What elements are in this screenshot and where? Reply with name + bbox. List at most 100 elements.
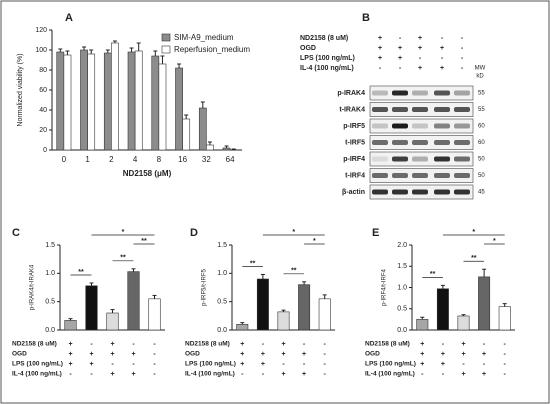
legend-swatch bbox=[161, 45, 171, 54]
treatment-sign: - bbox=[441, 35, 444, 42]
bar bbox=[236, 324, 249, 331]
treatment-sign: - bbox=[461, 55, 464, 62]
bar bbox=[80, 49, 88, 151]
treatment-sign: + bbox=[420, 361, 424, 368]
blot-band bbox=[454, 156, 470, 162]
blot-mw: 55 bbox=[478, 91, 485, 97]
blot-band bbox=[412, 123, 428, 129]
treatment-label: LPS (100 ng/mL) bbox=[185, 361, 236, 368]
treatment-sign: + bbox=[240, 361, 244, 368]
significance-label: ** bbox=[291, 268, 297, 275]
blot-row-label: t-IRF5 bbox=[345, 139, 365, 146]
y-tick-label: 60 bbox=[39, 87, 47, 94]
x-tick-label: 1 bbox=[85, 155, 90, 164]
blot-band bbox=[434, 107, 450, 112]
blot-mw: 60 bbox=[478, 124, 485, 130]
bar bbox=[56, 51, 65, 151]
blot-band bbox=[454, 140, 470, 145]
y-tick-label: 100 bbox=[35, 47, 47, 54]
y-axis-label: Normalized viability (%) bbox=[17, 53, 24, 126]
bar bbox=[87, 53, 96, 151]
treatment-sign: + bbox=[482, 351, 486, 358]
y-axis-label: p-IRAK4/t-IRAK4 bbox=[30, 264, 36, 310]
blot-band bbox=[392, 90, 408, 96]
panel-label: E bbox=[372, 227, 379, 239]
treatment-sign: - bbox=[462, 361, 465, 368]
blot-band bbox=[434, 140, 450, 145]
y-tick-label: 0.0 bbox=[397, 327, 407, 334]
treatment-sign: + bbox=[440, 45, 444, 52]
treatment-sign: + bbox=[68, 341, 72, 348]
bar bbox=[148, 298, 161, 331]
treatment-sign: + bbox=[89, 361, 93, 368]
bar bbox=[127, 51, 136, 151]
blot-mw: 55 bbox=[478, 107, 485, 113]
treatment-sign: - bbox=[461, 65, 464, 72]
blot-band bbox=[412, 107, 428, 112]
treatment-sign: + bbox=[281, 341, 285, 348]
bar bbox=[175, 67, 183, 151]
bar bbox=[298, 284, 311, 331]
mw-unit: kD bbox=[476, 74, 484, 80]
treatment-sign: - bbox=[504, 351, 507, 358]
bar bbox=[478, 276, 491, 331]
significance-label: * bbox=[122, 229, 125, 236]
bar bbox=[158, 63, 167, 151]
blot-band bbox=[392, 156, 408, 162]
treatment-sign: - bbox=[324, 371, 327, 378]
blot-strip bbox=[369, 85, 474, 101]
treatment-label: IL-4 (100 ng/mL) bbox=[300, 65, 354, 72]
treatment-sign: - bbox=[111, 361, 114, 368]
blot-band bbox=[392, 123, 408, 129]
significance-label: ** bbox=[141, 238, 147, 245]
treatment-sign: + bbox=[378, 45, 382, 52]
blot-band bbox=[392, 107, 408, 112]
y-tick-label: 1.5 bbox=[397, 263, 407, 270]
bar bbox=[256, 278, 269, 331]
treatment-sign: - bbox=[153, 361, 156, 368]
blot-band bbox=[372, 156, 388, 162]
bar bbox=[85, 285, 98, 331]
blot-band bbox=[434, 173, 450, 178]
bar bbox=[498, 306, 511, 331]
y-tick-label: 0.5 bbox=[45, 299, 55, 306]
blot-band bbox=[412, 90, 428, 96]
treatment-sign: + bbox=[420, 341, 424, 348]
bar bbox=[151, 55, 160, 151]
blot-band bbox=[412, 189, 428, 195]
treatment-sign: + bbox=[261, 351, 265, 358]
blot-mw: 60 bbox=[478, 140, 485, 146]
treatment-sign: - bbox=[153, 351, 156, 358]
bar bbox=[416, 319, 429, 331]
blot-band bbox=[372, 90, 388, 96]
significance-label: * bbox=[313, 238, 316, 245]
treatment-sign: - bbox=[69, 371, 72, 378]
treatment-sign: - bbox=[303, 341, 306, 348]
blot-band bbox=[454, 173, 470, 178]
bar bbox=[318, 298, 331, 331]
y-axis-label: p-IRF5/t-IRF5 bbox=[202, 269, 208, 306]
treatment-sign: + bbox=[281, 351, 285, 358]
treatment-sign: + bbox=[441, 361, 445, 368]
treatment-sign: + bbox=[418, 35, 422, 42]
y-tick-label: 0.0 bbox=[217, 327, 227, 334]
treatment-sign: + bbox=[281, 371, 285, 378]
y-tick-label: 1.0 bbox=[397, 284, 407, 291]
treatment-sign: - bbox=[399, 35, 402, 42]
significance-label: * bbox=[292, 229, 295, 236]
y-tick-label: 1.5 bbox=[217, 242, 227, 249]
y-tick-label: 1.5 bbox=[45, 242, 55, 249]
treatment-label: LPS (100 ng/mL) bbox=[300, 55, 355, 62]
y-tick-label: 2.0 bbox=[397, 242, 407, 249]
treatment-sign: - bbox=[504, 371, 507, 378]
treatment-label: ND2158 (8 uM) bbox=[185, 341, 230, 348]
significance-label: ** bbox=[430, 271, 436, 278]
legend-swatch bbox=[161, 33, 171, 42]
blot-mw: 50 bbox=[478, 157, 485, 163]
treatment-label: ND2158 (8 uM) bbox=[12, 341, 57, 348]
blot-mw: 50 bbox=[478, 173, 485, 179]
bar bbox=[106, 312, 119, 331]
treatment-sign: + bbox=[110, 341, 114, 348]
x-tick-label: 4 bbox=[133, 155, 138, 164]
treatment-sign: - bbox=[461, 35, 464, 42]
